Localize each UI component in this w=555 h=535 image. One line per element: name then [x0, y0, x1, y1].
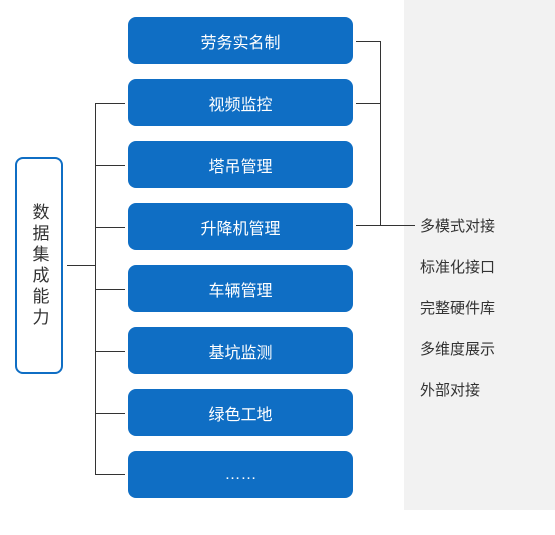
- module-box: 绿色工地: [128, 389, 353, 436]
- connector-root-link: [67, 265, 95, 266]
- connector-left-branch: [95, 289, 125, 290]
- capability-item: 多模式对接: [420, 215, 495, 236]
- connector-right-branch: [356, 41, 380, 42]
- capability-item: 多维度展示: [420, 338, 495, 359]
- module-label: 升降机管理: [200, 215, 280, 239]
- module-box: 劳务实名制: [128, 17, 353, 64]
- connector-left-branch: [95, 351, 125, 352]
- module-label: 基坑监测: [208, 339, 272, 363]
- module-column: 劳务实名制 视频监控 塔吊管理 升降机管理 车辆管理 基坑监测 绿色工地 ……: [128, 17, 353, 498]
- connector-left-branch: [95, 474, 125, 475]
- module-box: 视频监控: [128, 79, 353, 126]
- module-label: 塔吊管理: [208, 153, 272, 177]
- module-label: 视频监控: [208, 91, 272, 115]
- capability-item: 完整硬件库: [420, 297, 495, 318]
- root-label: 数据集成能力: [31, 203, 48, 329]
- module-label: ……: [225, 466, 257, 484]
- capabilities-list: 多模式对接 标准化接口 完整硬件库 多维度展示 外部对接: [420, 215, 495, 400]
- root-node: 数据集成能力: [15, 157, 63, 374]
- module-label: 绿色工地: [208, 401, 272, 425]
- connector-right-main: [380, 225, 415, 226]
- connector-left-branch: [95, 413, 125, 414]
- connector-right-trunk: [380, 41, 381, 225]
- module-box: 升降机管理: [128, 203, 353, 250]
- module-box: 塔吊管理: [128, 141, 353, 188]
- module-label: 劳务实名制: [200, 29, 280, 53]
- module-label: 车辆管理: [208, 277, 272, 301]
- connector-left-branch: [95, 227, 125, 228]
- module-box: ……: [128, 451, 353, 498]
- connector-left-branch: [95, 165, 125, 166]
- connector-right-branch: [356, 225, 380, 226]
- capability-item: 标准化接口: [420, 256, 495, 277]
- capability-item: 外部对接: [420, 379, 495, 400]
- connector-right-branch: [356, 103, 380, 104]
- connector-left-branch: [95, 103, 125, 104]
- module-box: 车辆管理: [128, 265, 353, 312]
- module-box: 基坑监测: [128, 327, 353, 374]
